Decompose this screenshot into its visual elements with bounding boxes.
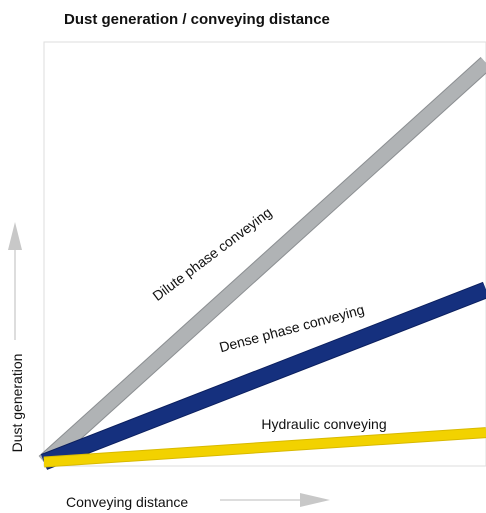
chart-title: Dust generation / conveying distance [64,11,330,28]
series-layer [38,57,486,470]
x-axis-arrow-icon [300,493,330,507]
y-axis-arrow-icon [8,222,22,250]
series-line-2 [43,428,486,467]
series-line-1 [41,282,486,469]
y-axis-label: Dust generation [9,354,25,453]
series-line-0 [39,57,486,468]
x-axis-label: Conveying distance [66,494,188,510]
series-label-hydraulic: Hydraulic conveying [261,416,386,432]
